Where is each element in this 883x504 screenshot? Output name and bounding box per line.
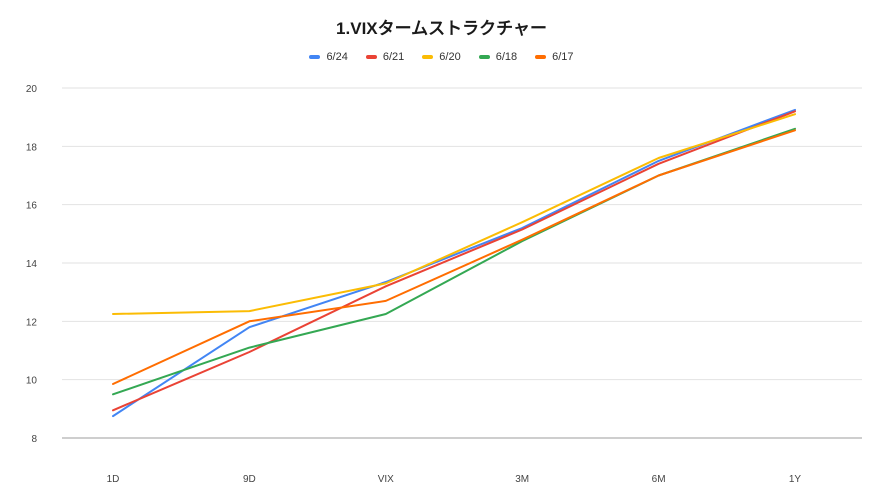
x-tick-label: 3M xyxy=(515,474,529,485)
series-line-4 xyxy=(112,129,796,385)
legend-swatch xyxy=(478,55,490,59)
y-tick-label: 12 xyxy=(26,317,38,328)
legend-item[interactable]: 6/20 xyxy=(422,51,461,63)
series-line-0 xyxy=(112,108,796,418)
legend-label: 6/17 xyxy=(552,51,574,63)
legend-item[interactable]: 6/17 xyxy=(535,51,574,63)
x-tick-label: 9D xyxy=(243,474,256,485)
x-tick-label: VIX xyxy=(378,474,394,485)
y-tick-label: 14 xyxy=(26,259,38,270)
chart-legend: 6/24 6/21 6/20 6/18 6/17 xyxy=(0,51,883,63)
y-tick-label: 10 xyxy=(26,376,38,387)
legend-item[interactable]: 6/21 xyxy=(365,51,405,63)
chart-title: 1.VIXタームストラクチャー xyxy=(336,19,547,38)
series-line-3 xyxy=(112,127,796,396)
series-line-1 xyxy=(112,110,796,412)
legend-label: 6/18 xyxy=(495,51,518,63)
x-tick-label: 6M xyxy=(652,474,666,485)
y-tick-label: 8 xyxy=(31,434,37,445)
x-tick-label: 1D xyxy=(107,474,120,485)
legend-item[interactable]: 6/24 xyxy=(309,51,348,63)
y-tick-label: 18 xyxy=(26,142,38,153)
legend-swatch xyxy=(365,55,377,59)
y-tick-label: 16 xyxy=(26,201,38,212)
legend-label: 6/21 xyxy=(382,51,405,63)
x-tick-label: 1Y xyxy=(789,474,802,485)
legend-swatch xyxy=(422,55,434,59)
legend-label: 6/20 xyxy=(439,51,461,63)
y-tick-label: 20 xyxy=(26,84,38,95)
legend-swatch xyxy=(535,55,547,59)
legend-swatch xyxy=(309,55,321,59)
legend-item[interactable]: 6/18 xyxy=(478,51,518,63)
legend-label: 6/24 xyxy=(326,51,348,63)
series-line-2 xyxy=(112,113,796,315)
